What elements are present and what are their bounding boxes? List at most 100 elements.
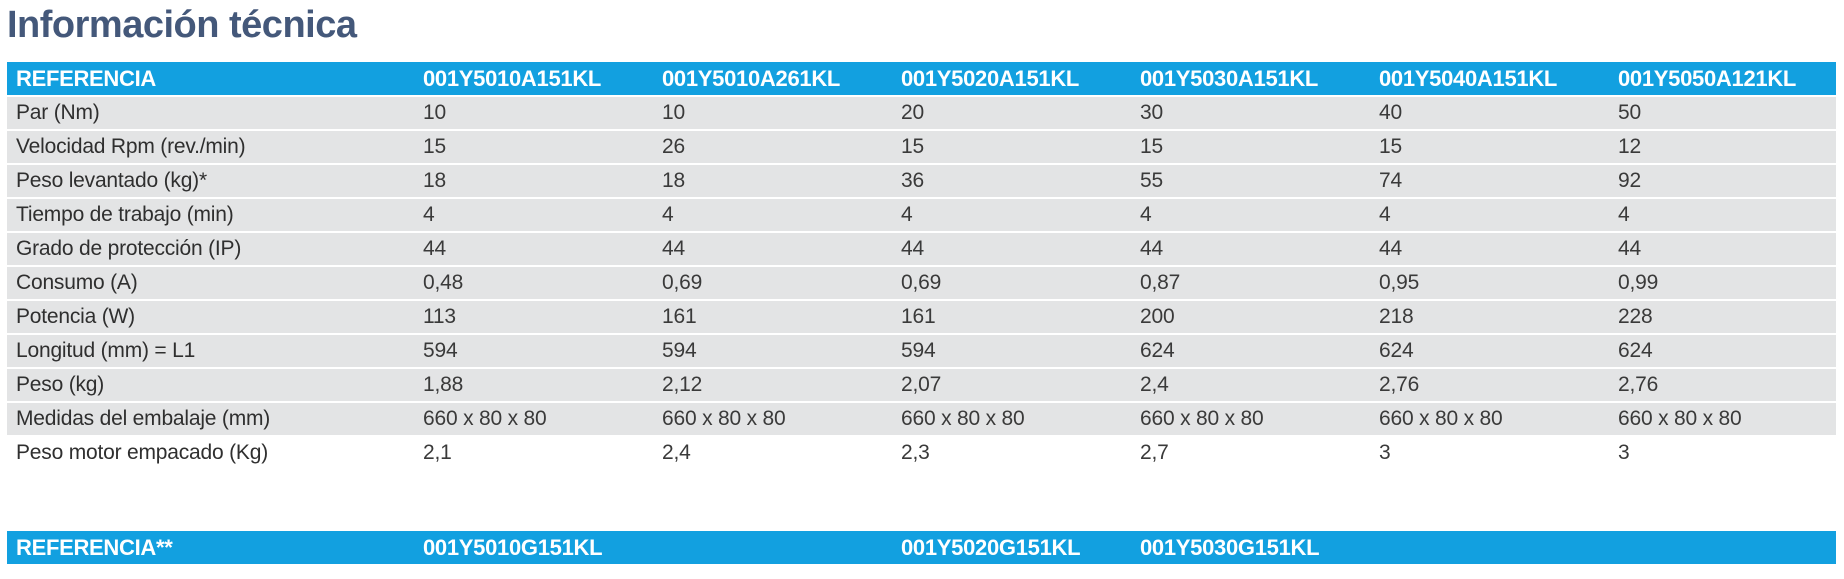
value-cell: 161 bbox=[653, 300, 892, 335]
value-cell: 218 bbox=[1370, 300, 1609, 335]
row-label-cell: Peso motor empacado (Kg) bbox=[7, 436, 414, 469]
row-label-cell: REFERENCIA bbox=[7, 62, 414, 97]
technical-spec-table: REFERENCIA 001Y5010A151KL 001Y5010A261KL 00… bbox=[7, 62, 1836, 469]
value-cell: 3 bbox=[1609, 436, 1836, 469]
table-row: Potencia (W) 113 161 161 200 218 228 bbox=[7, 300, 1836, 335]
table-row: Longitud (mm) = L1 594 594 594 624 624 624 bbox=[7, 334, 1836, 369]
table-row: Velocidad Rpm (rev./min) 15 26 15 15 15 12 bbox=[7, 130, 1836, 165]
table-row: Peso levantado (kg)* 18 18 36 55 74 92 bbox=[7, 164, 1836, 199]
value-cell: 001Y5020G151KL bbox=[892, 531, 1131, 566]
value-cell: 200 bbox=[1131, 300, 1370, 335]
row-label-cell: Consumo (A) bbox=[7, 266, 414, 301]
value-cell: 001Y5050A121KL bbox=[1609, 62, 1836, 97]
value-cell: 4 bbox=[892, 198, 1131, 233]
row-label-cell: Peso (kg) bbox=[7, 368, 414, 403]
value-cell: 0,69 bbox=[892, 266, 1131, 301]
value-cell: 15 bbox=[1370, 130, 1609, 165]
table-row: Grado de protección (IP) 44 44 44 44 44 44 bbox=[7, 232, 1836, 267]
value-cell: 660 x 80 x 80 bbox=[414, 402, 653, 437]
value-cell: 30 bbox=[1131, 96, 1370, 131]
row-label-cell: Par (Nm) bbox=[7, 96, 414, 131]
value-cell: 18 bbox=[653, 164, 892, 199]
row-label-cell: REFERENCIA** bbox=[7, 531, 414, 566]
value-cell: 2,12 bbox=[653, 368, 892, 403]
value-cell: 18 bbox=[414, 164, 653, 199]
value-cell: 2,76 bbox=[1609, 368, 1836, 403]
value-cell: 001Y5030G151KL bbox=[1131, 531, 1370, 566]
table-row: Consumo (A) 0,48 0,69 0,69 0,87 0,95 0,99 bbox=[7, 266, 1836, 301]
value-cell: 161 bbox=[892, 300, 1131, 335]
value-cell: 624 bbox=[1131, 334, 1370, 369]
value-cell: 0,99 bbox=[1609, 266, 1836, 301]
value-cell: 2,07 bbox=[892, 368, 1131, 403]
value-cell bbox=[1370, 531, 1609, 566]
value-cell: 2,4 bbox=[1131, 368, 1370, 403]
value-cell: 74 bbox=[1370, 164, 1609, 199]
page-title: Información técnica bbox=[7, 4, 357, 46]
value-cell: 113 bbox=[414, 300, 653, 335]
value-cell: 4 bbox=[653, 198, 892, 233]
value-cell: 36 bbox=[892, 164, 1131, 199]
value-cell: 12 bbox=[1609, 130, 1836, 165]
value-cell: 4 bbox=[1370, 198, 1609, 233]
value-cell: 001Y5010G151KL bbox=[414, 531, 653, 566]
value-cell: 44 bbox=[1609, 232, 1836, 267]
row-label-cell: Velocidad Rpm (rev./min) bbox=[7, 130, 414, 165]
value-cell: 594 bbox=[414, 334, 653, 369]
table-header-row: REFERENCIA 001Y5010A151KL 001Y5010A261KL 00… bbox=[7, 62, 1836, 97]
row-label-cell: Potencia (W) bbox=[7, 300, 414, 335]
value-cell: 1,88 bbox=[414, 368, 653, 403]
value-cell: 624 bbox=[1370, 334, 1609, 369]
value-cell: 001Y5020A151KL bbox=[892, 62, 1131, 97]
value-cell: 4 bbox=[1609, 198, 1836, 233]
value-cell bbox=[653, 531, 892, 566]
value-cell: 001Y5030A151KL bbox=[1131, 62, 1370, 97]
value-cell: 660 x 80 x 80 bbox=[1131, 402, 1370, 437]
value-cell: 15 bbox=[892, 130, 1131, 165]
value-cell: 40 bbox=[1370, 96, 1609, 131]
value-cell: 001Y5040A151KL bbox=[1370, 62, 1609, 97]
value-cell: 624 bbox=[1609, 334, 1836, 369]
table-row: Peso motor empacado (Kg) 2,1 2,4 2,3 2,7 3 3 bbox=[7, 436, 1836, 469]
value-cell: 228 bbox=[1609, 300, 1836, 335]
value-cell: 2,7 bbox=[1131, 436, 1370, 469]
row-label-cell: Tiempo de trabajo (min) bbox=[7, 198, 414, 233]
value-cell: 660 x 80 x 80 bbox=[1609, 402, 1836, 437]
value-cell: 10 bbox=[414, 96, 653, 131]
value-cell: 660 x 80 x 80 bbox=[892, 402, 1131, 437]
table-row: Medidas del embalaje (mm) 660 x 80 x 80 66… bbox=[7, 402, 1836, 437]
table-row: Par (Nm) 10 10 20 30 40 50 bbox=[7, 96, 1836, 131]
value-cell: 594 bbox=[892, 334, 1131, 369]
value-cell: 2,1 bbox=[414, 436, 653, 469]
value-cell: 44 bbox=[414, 232, 653, 267]
value-cell: 0,87 bbox=[1131, 266, 1370, 301]
value-cell: 15 bbox=[1131, 130, 1370, 165]
row-label-cell: Longitud (mm) = L1 bbox=[7, 334, 414, 369]
value-cell: 3 bbox=[1370, 436, 1609, 469]
value-cell: 660 x 80 x 80 bbox=[1370, 402, 1609, 437]
row-label-cell: Grado de protección (IP) bbox=[7, 232, 414, 267]
value-cell: 44 bbox=[1370, 232, 1609, 267]
value-cell: 594 bbox=[653, 334, 892, 369]
value-cell: 0,69 bbox=[653, 266, 892, 301]
value-cell: 2,76 bbox=[1370, 368, 1609, 403]
value-cell: 20 bbox=[892, 96, 1131, 131]
value-cell: 0,48 bbox=[414, 266, 653, 301]
value-cell: 4 bbox=[1131, 198, 1370, 233]
value-cell: 2,4 bbox=[653, 436, 892, 469]
value-cell: 0,95 bbox=[1370, 266, 1609, 301]
value-cell: 44 bbox=[1131, 232, 1370, 267]
value-cell: 10 bbox=[653, 96, 892, 131]
value-cell: 4 bbox=[414, 198, 653, 233]
value-cell: 50 bbox=[1609, 96, 1836, 131]
table-row: Peso (kg) 1,88 2,12 2,07 2,4 2,76 2,76 bbox=[7, 368, 1836, 403]
row-label-cell: Medidas del embalaje (mm) bbox=[7, 402, 414, 437]
reference-variants-table: REFERENCIA** 001Y5010G151KL 001Y5020G151KL… bbox=[7, 531, 1836, 566]
value-cell: 660 x 80 x 80 bbox=[653, 402, 892, 437]
row-label-cell: Peso levantado (kg)* bbox=[7, 164, 414, 199]
value-cell: 001Y5010A261KL bbox=[653, 62, 892, 97]
value-cell: 44 bbox=[892, 232, 1131, 267]
value-cell bbox=[1609, 531, 1836, 566]
table-header-row: REFERENCIA** 001Y5010G151KL 001Y5020G151KL… bbox=[7, 531, 1836, 566]
value-cell: 55 bbox=[1131, 164, 1370, 199]
